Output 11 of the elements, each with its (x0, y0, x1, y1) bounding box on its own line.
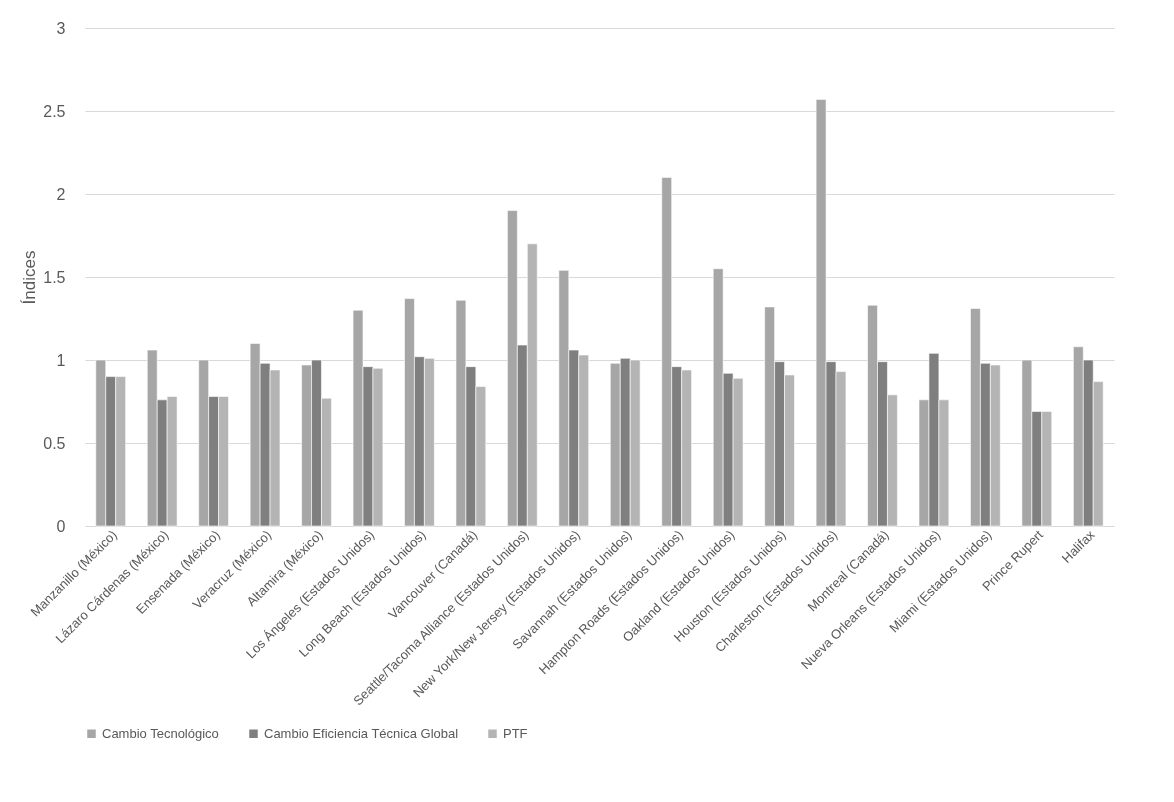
y-tick-label: 2 (56, 185, 66, 203)
legend-label: PTF (503, 725, 528, 741)
y-tick-label: 0.5 (43, 434, 66, 452)
y-tick-label: 1.5 (43, 268, 66, 286)
y-axis-title: Índices (20, 250, 40, 305)
y-tick-label: 3 (56, 19, 66, 37)
y-tick-label: 1 (56, 351, 66, 369)
y-tick-label: 0 (56, 517, 66, 535)
y-tick-label: 2.5 (43, 102, 66, 120)
legend-label: Cambio Eficiencia Técnica Global (264, 725, 459, 741)
legend-label: Cambio Tecnológico (102, 725, 219, 741)
